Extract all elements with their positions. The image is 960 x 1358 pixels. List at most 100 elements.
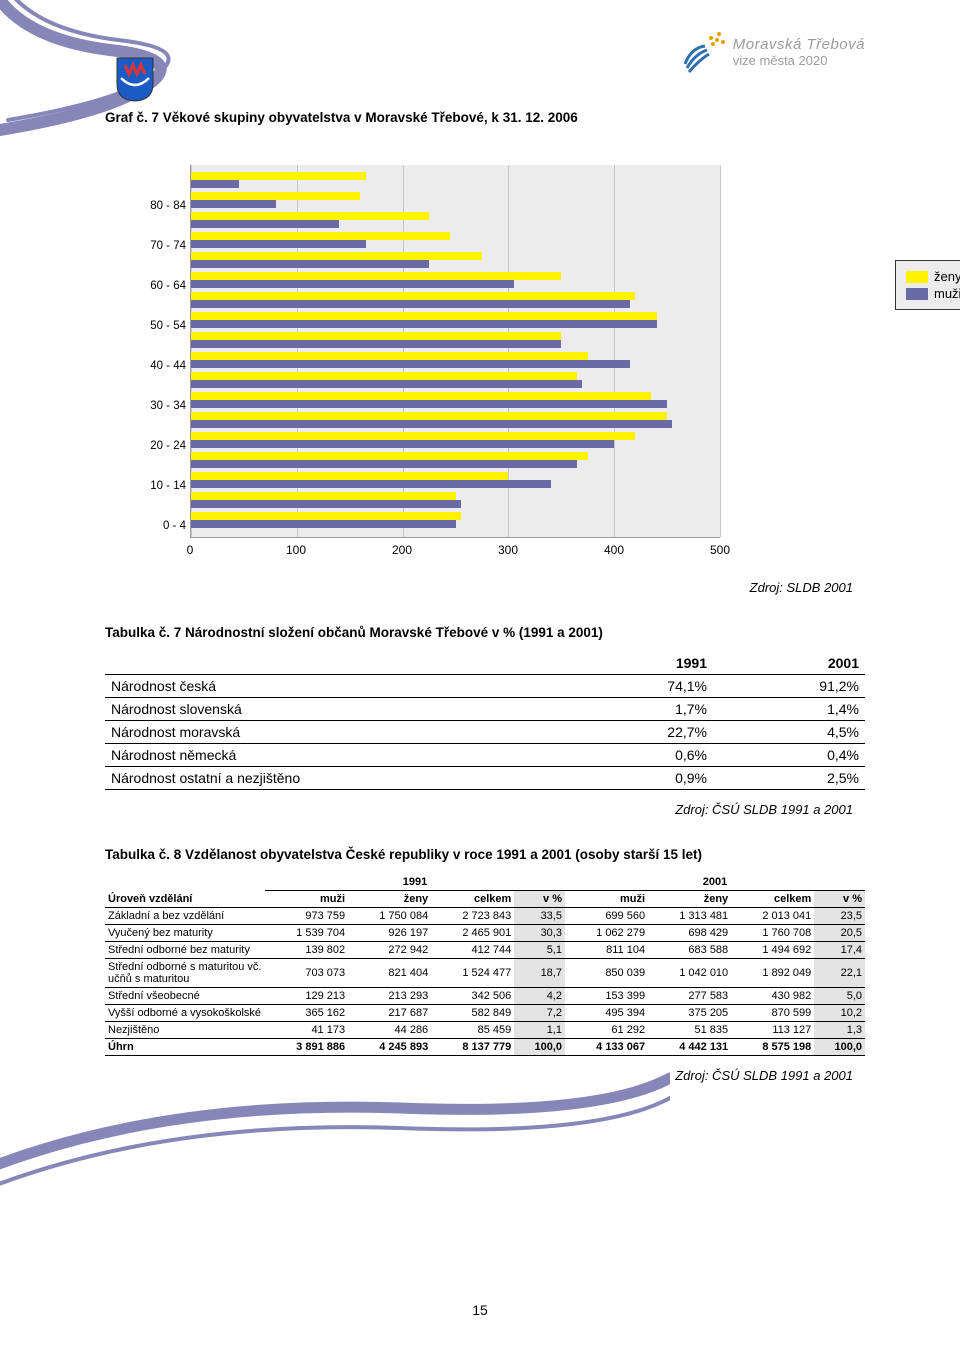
row-label: Národnost česká <box>105 675 561 698</box>
bar-zeny <box>191 372 577 380</box>
table7-source: Zdroj: ČSÚ SLDB 1991 a 2001 <box>105 802 853 817</box>
cell: 870 599 <box>731 1005 814 1022</box>
bar-muzi <box>191 480 551 488</box>
y-axis-label: 60 - 64 <box>131 280 186 292</box>
bar-zeny <box>191 432 635 440</box>
x-tick-label: 200 <box>392 543 412 557</box>
cell: 811 104 <box>565 942 648 959</box>
age-group-row <box>191 412 720 431</box>
row-label: Národnost slovenská <box>105 698 561 721</box>
cell: 113 127 <box>731 1022 814 1039</box>
age-group-row <box>191 372 720 391</box>
cell: 74,1% <box>561 675 713 698</box>
table-row: Národnost moravská22,7%4,5% <box>105 721 865 744</box>
cell: 8 575 198 <box>731 1039 814 1056</box>
bar-muzi <box>191 440 614 448</box>
table7-col-1991: 1991 <box>561 652 713 675</box>
cell: 683 588 <box>648 942 731 959</box>
row-label: Národnost ostatní a nezjištěno <box>105 767 561 790</box>
bar-muzi <box>191 360 630 368</box>
cell: 4,2 <box>514 988 565 1005</box>
table-row: Národnost německá0,6%0,4% <box>105 744 865 767</box>
table8-rowheader: Úroveň vzdělání <box>105 874 265 908</box>
cell: 129 213 <box>265 988 348 1005</box>
age-chart: 80 - 8470 - 7460 - 6450 - 5440 - 4430 - … <box>125 150 865 568</box>
sub-celkem-2: celkem <box>731 891 814 908</box>
age-group-row: 10 - 14 <box>191 472 720 491</box>
legend-swatch-muzi <box>906 288 928 300</box>
bar-zeny <box>191 272 561 280</box>
age-group-row <box>191 332 720 351</box>
bar-muzi <box>191 420 672 428</box>
x-tick-label: 100 <box>286 543 306 557</box>
age-group-row <box>191 492 720 511</box>
x-tick-label: 300 <box>498 543 518 557</box>
cell: 23,5 <box>814 908 865 925</box>
bar-zeny <box>191 212 429 220</box>
sub-muzi-1: muži <box>265 891 348 908</box>
cell: 1 750 084 <box>348 908 431 925</box>
row-label: Základní a bez vzdělání <box>105 908 265 925</box>
cell: 8 137 779 <box>431 1039 514 1056</box>
age-group-row <box>191 172 720 191</box>
cell: 495 394 <box>565 1005 648 1022</box>
age-group-row: 80 - 84 <box>191 192 720 211</box>
cell: 412 744 <box>431 942 514 959</box>
cell: 217 687 <box>348 1005 431 1022</box>
cell: 1 313 481 <box>648 908 731 925</box>
cell: 139 802 <box>265 942 348 959</box>
cell: 973 759 <box>265 908 348 925</box>
sub-celkem-1: celkem <box>431 891 514 908</box>
row-label: Nezjištěno <box>105 1022 265 1039</box>
cell: 850 039 <box>565 959 648 988</box>
cell: 4 133 067 <box>565 1039 648 1056</box>
y-axis-label: 70 - 74 <box>131 240 186 252</box>
y-axis-label: 20 - 24 <box>131 440 186 452</box>
age-group-row <box>191 252 720 271</box>
table-row: Střední odborné bez maturity139 802272 9… <box>105 942 865 959</box>
cell: 30,3 <box>514 925 565 942</box>
table-row: Národnost slovenská1,7%1,4% <box>105 698 865 721</box>
bar-muzi <box>191 500 461 508</box>
cell: 20,5 <box>814 925 865 942</box>
bar-zeny <box>191 392 651 400</box>
cell: 2 013 041 <box>731 908 814 925</box>
cell: 100,0 <box>514 1039 565 1056</box>
cell: 213 293 <box>348 988 431 1005</box>
bar-muzi <box>191 300 630 308</box>
cell: 44 286 <box>348 1022 431 1039</box>
x-tick-label: 400 <box>604 543 624 557</box>
sub-pct-1: v % <box>514 891 565 908</box>
cell: 100,0 <box>814 1039 865 1056</box>
bar-muzi <box>191 260 429 268</box>
footer-curve-decoration <box>0 1058 670 1258</box>
cell: 2 465 901 <box>431 925 514 942</box>
sub-pct-2: v % <box>814 891 865 908</box>
age-group-row <box>191 452 720 471</box>
cell: 0,4% <box>713 744 865 767</box>
cell: 1,4% <box>713 698 865 721</box>
cell: 0,6% <box>561 744 713 767</box>
table-row: Střední všeobecné129 213213 293342 5064,… <box>105 988 865 1005</box>
y-axis-label: 30 - 34 <box>131 400 186 412</box>
age-group-row: 30 - 34 <box>191 392 720 411</box>
bar-zeny <box>191 412 667 420</box>
age-group-row: 0 - 4 <box>191 512 720 531</box>
education-table: Úroveň vzdělání 1991 2001 muži ženy celk… <box>105 874 865 1056</box>
table8-source: Zdroj: ČSÚ SLDB 1991 a 2001 <box>105 1068 853 1083</box>
bar-zeny <box>191 172 366 180</box>
x-tick-label: 500 <box>710 543 730 557</box>
table-row: Vyučený bez maturity1 539 704926 1972 46… <box>105 925 865 942</box>
cell: 1 524 477 <box>431 959 514 988</box>
table8-year2: 2001 <box>565 874 865 891</box>
age-group-row: 50 - 54 <box>191 312 720 331</box>
cell: 821 404 <box>348 959 431 988</box>
table-row: Národnost ostatní a nezjištěno0,9%2,5% <box>105 767 865 790</box>
cell: 699 560 <box>565 908 648 925</box>
bar-zeny <box>191 232 450 240</box>
cell: 1,3 <box>814 1022 865 1039</box>
bar-zeny <box>191 472 508 480</box>
cell: 10,2 <box>814 1005 865 1022</box>
cell: 277 583 <box>648 988 731 1005</box>
bar-zeny <box>191 352 588 360</box>
